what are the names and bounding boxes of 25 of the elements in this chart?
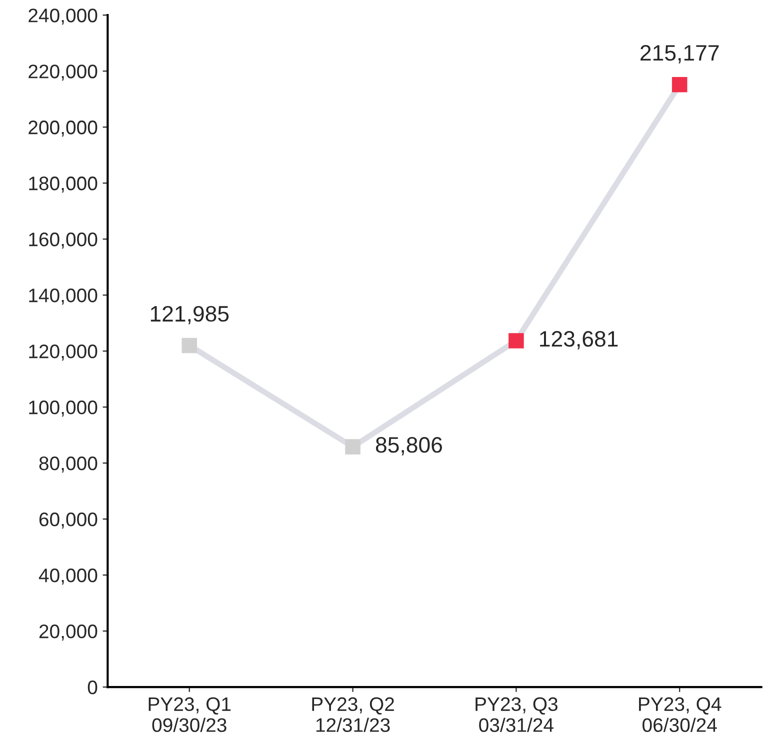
x-tick-label: PY23, Q1 09/30/23 — [148, 697, 231, 732]
y-tick-label: 0 — [88, 680, 98, 694]
y-tick-label: 120,000 — [29, 344, 98, 361]
point — [182, 338, 198, 354]
y-tick-label: 140,000 — [29, 288, 98, 305]
y-tick-label: 220,000 — [28, 64, 98, 81]
data-label: 215,177 — [640, 45, 719, 64]
data-label: 85,806 — [376, 437, 442, 456]
point — [345, 439, 360, 454]
point — [672, 76, 688, 92]
y-tick-label: 160,000 — [29, 232, 98, 249]
y-tick-label: 80,000 — [39, 456, 98, 473]
data-label: 123,681 — [540, 331, 618, 350]
x-tick-label: PY23, Q4 06/30/24 — [639, 697, 722, 732]
y-tick-label: 20,000 — [39, 624, 98, 641]
y-tick-label: 100,000 — [29, 400, 98, 417]
x-tick-label: PY23, Q3 03/31/24 — [476, 697, 558, 732]
y-tick-label: 40,000 — [38, 568, 98, 585]
x-tick-label: PY23, Q2 12/31/23 — [312, 697, 394, 732]
data-label: 121,985 — [150, 306, 229, 324]
y-tick-label: 180,000 — [29, 176, 98, 193]
y-tick-label: 200,000 — [28, 120, 98, 137]
point — [508, 333, 524, 348]
y-tick-label: 60,000 — [39, 512, 98, 529]
y-tick-label: 240,000 — [28, 8, 98, 25]
